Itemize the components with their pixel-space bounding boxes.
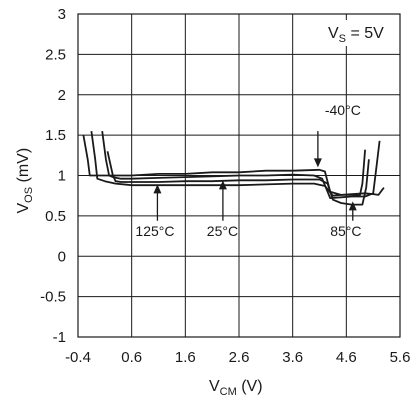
- y-tick-label: -1: [53, 329, 66, 346]
- y-tick-label: -0.5: [40, 289, 66, 306]
- annotation-label: 25°C: [207, 223, 238, 239]
- x-tick-label: 0.6: [121, 349, 142, 366]
- y-tick-label: 0.5: [45, 208, 66, 225]
- y-tick-label: 2: [58, 87, 66, 104]
- annotation-label: -40°C: [325, 102, 361, 118]
- series-line: [90, 130, 385, 197]
- annotation-arrow-head: [153, 184, 162, 194]
- annotation-arrow-head: [218, 180, 227, 190]
- x-tick-label: 3.6: [282, 349, 303, 366]
- x-tick-label: 1.6: [175, 349, 196, 366]
- x-axis-tick-labels: -0.4 0.6 1.6 2.6 3.6 4.6 5.6: [65, 349, 410, 366]
- supply-condition-label: VS = 5V: [328, 25, 384, 45]
- annotation-label: 85°C: [330, 223, 361, 239]
- y-tick-label: 2.5: [45, 46, 66, 63]
- y-tick-label: 3: [58, 6, 66, 23]
- annotation-arrow-head: [348, 201, 357, 211]
- y-tick-label: 0: [58, 248, 66, 265]
- supply-condition-subscript: S: [339, 33, 346, 45]
- annotation-arrow-head: [313, 158, 322, 168]
- y-tick-label: 1: [58, 168, 66, 185]
- x-axis-title: VCM (V): [209, 378, 263, 398]
- annotation-label: 125°C: [135, 223, 174, 239]
- x-tick-label: 5.6: [390, 349, 411, 366]
- y-tick-label: 1.5: [45, 127, 66, 144]
- supply-condition-label-background: [322, 20, 396, 46]
- x-tick-label: -0.4: [65, 349, 91, 366]
- y-axis-tick-labels: 3 2.5 2 1.5 1 0.5 0 -0.5 -1: [40, 6, 66, 346]
- data-series: [82, 130, 385, 206]
- series-line: [101, 130, 381, 199]
- y-axis-title: VOS (mV): [15, 148, 35, 214]
- x-tick-label: 4.6: [336, 349, 357, 366]
- x-tick-label: 2.6: [229, 349, 250, 366]
- temperature-annotations: -40°C 125°C 25°C 85°C: [135, 102, 361, 239]
